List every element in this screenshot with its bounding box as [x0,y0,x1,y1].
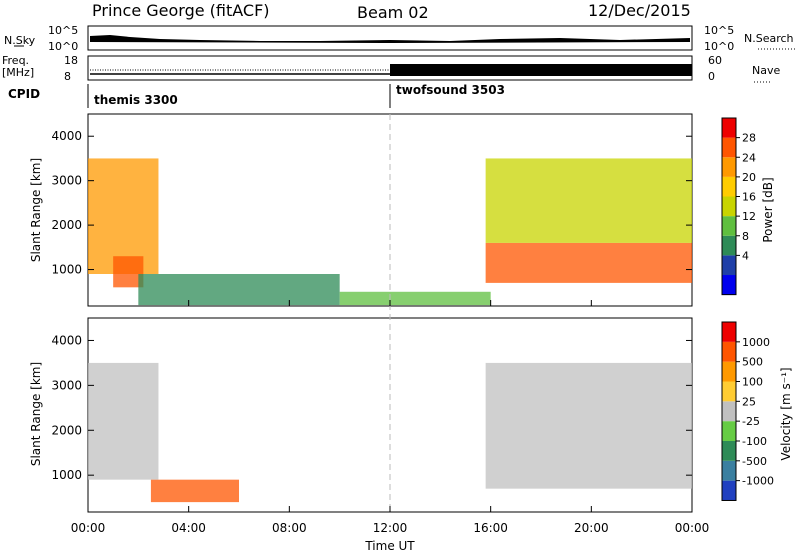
velocity-colorbar-segment [722,341,736,362]
power-ytick-label: 2000 [51,218,82,232]
power-colorbar-tick-label: 20 [742,171,756,184]
power-colorbar-segment [722,196,736,217]
x-tick-label: 00:00 [675,521,710,535]
date-title: 12/Dec/2015 [588,1,691,20]
velocity-colorbar-tick-label: 25 [742,395,756,408]
power-echo-region [138,274,340,306]
power-panel: 1000 2000 3000 4000 Slant Range [km] 28 24 20… [29,113,775,307]
x-axis-label: Time UT [364,539,415,553]
nave-tick-bottom: 0 [708,70,715,83]
cpid-program-1: themis 3300 [94,93,178,107]
power-colorbar-label: Power [dB] [761,177,775,242]
velocity-colorbar-segment [722,460,736,481]
freq-label-line1: Freq. [2,54,29,67]
power-echo-region [339,291,491,306]
velocity-colorbar-tick-label: 1000 [742,336,770,349]
x-tick-label: 08:00 [272,521,307,535]
velocity-echo-region [88,362,159,480]
velocity-ytick-label: 2000 [51,423,82,437]
power-colorbar-segment [722,216,736,236]
x-tick-label: 00:00 [71,521,106,535]
power-colorbar-segment [722,118,736,138]
noise-search-label: N.Search [744,32,794,45]
x-tick-label: 20:00 [574,521,609,535]
power-echo-region [485,242,692,283]
velocity-colorbar-segment [722,480,736,501]
freq-tick-top: 18 [64,54,78,67]
noise-sky-label: N.Sky [4,34,36,47]
power-echo-region [485,158,692,243]
power-colorbar-tick-label: 28 [742,132,756,145]
power-colorbar-segment [722,176,736,197]
power-colorbar-tick-label: 12 [742,210,756,223]
power-colorbar-tick-label: 4 [742,249,749,262]
x-tick-label: 16:00 [473,521,508,535]
velocity-echo-region [150,479,239,503]
velocity-colorbar-segment [722,361,736,382]
velocity-colorbar-tick-label: 500 [742,356,763,369]
power-colorbar-tick-label: 8 [742,230,749,243]
nave-label: Nave [752,64,780,77]
velocity-colorbar-segment [722,401,736,422]
x-tick-label: 04:00 [171,521,206,535]
power-colorbar-tick-label: 16 [742,191,756,204]
velocity-panel: 1000 2000 3000 4000 Slant Range [km] 1000 50… [29,317,793,513]
velocity-colorbar-segment [722,322,736,342]
velocity-colorbar-tick-label: -1000 [742,475,774,488]
station-title: Prince George (fitACF) [92,1,270,20]
cpid-panel: CPID themis 3300 twofsound 3503 [8,83,505,108]
velocity-colorbar-segment [722,381,736,402]
power-colorbar-segment [722,137,736,158]
noise-left-top-tick: 10^5 [48,24,78,37]
power-ytick-label: 4000 [51,129,82,143]
noise-panel: N.Sky 10^5 10^0 10^5 10^0 N.Search [4,24,796,53]
velocity-colorbar-tick-label: -25 [742,415,760,428]
velocity-colorbar-tick-label: -500 [742,455,767,468]
power-colorbar-segment [722,255,736,276]
noise-left-bottom-tick: 10^0 [48,40,78,53]
power-colorbar-segment [722,275,736,295]
power-colorbar-segment [722,235,736,256]
power-colorbar-frame [721,117,737,296]
nave-tick-top: 60 [708,54,722,67]
beam-title: Beam 02 [357,3,429,22]
velocity-colorbar-tick-label: -100 [742,435,767,448]
cpid-program-2: twofsound 3503 [396,83,505,97]
power-ylabel: Slant Range [km] [29,158,43,262]
noise-sky-trace [90,35,690,43]
freq-tick-bottom: 8 [64,70,71,83]
velocity-colorbar-tick-label: 100 [742,375,763,388]
power-colorbar-tick-label: 24 [742,151,756,164]
power-colorbar-segment [722,157,736,177]
nave-trace [390,64,692,76]
velocity-ylabel: Slant Range [km] [29,362,43,466]
velocity-echo-region [485,362,692,489]
power-echo-region [88,158,159,274]
velocity-ytick-label: 4000 [51,333,82,347]
power-ytick-label: 3000 [51,174,82,188]
velocity-colorbar-segment [722,421,736,441]
velocity-colorbar-segment [722,440,736,461]
velocity-colorbar-label: Velocity [m s⁻¹] [779,367,793,460]
velocity-ytick-label: 3000 [51,378,82,392]
x-tick-label: 12:00 [373,521,408,535]
noise-right-bottom-tick: 10^0 [704,40,734,53]
velocity-ytick-label: 1000 [51,468,82,482]
freq-label-line2: [MHz] [2,66,34,79]
velocity-colorbar-frame [721,321,737,501]
cpid-label: CPID [8,87,40,101]
frequency-panel: Freq. [MHz] 18 8 60 0 Nave [2,54,780,83]
power-ytick-label: 1000 [51,263,82,277]
noise-right-top-tick: 10^5 [704,24,734,37]
